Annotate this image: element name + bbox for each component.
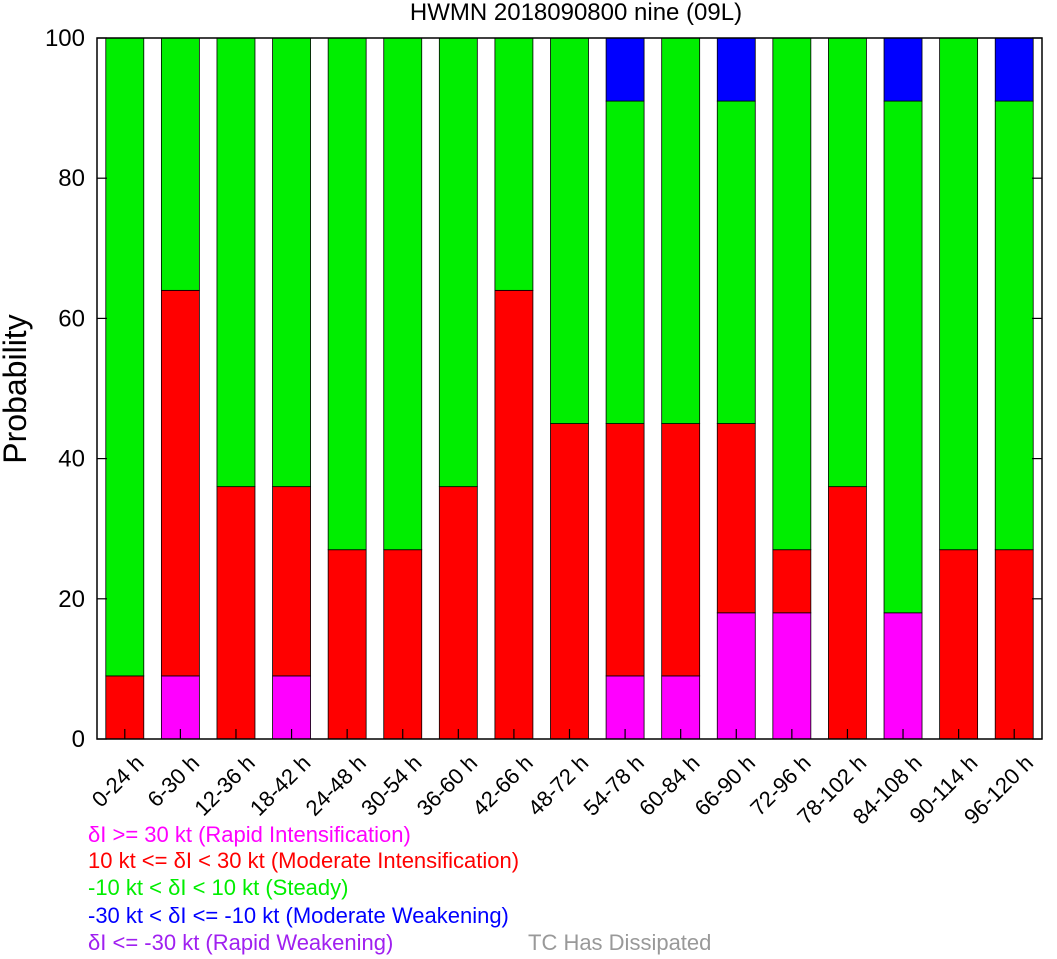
bar-30-54h-moderate-intensification (383, 549, 423, 740)
legend-item-rapid-intensification: δI >= 30 kt (Rapid Intensification) (88, 822, 411, 847)
x-tick-label: 0-24 h (87, 750, 149, 812)
x-tick-label: 12-36 h (189, 750, 259, 820)
bar-18-42h-moderate-intensification (272, 486, 311, 677)
bar-54-78h-steady (605, 100, 645, 424)
x-tick-label: 18-42 h (245, 750, 315, 820)
bar-96-120h-moderate-intensification (994, 549, 1034, 740)
bar-54-78h-rapid-intensification (605, 675, 645, 740)
bar-30-54h-steady (383, 37, 423, 551)
y-tick-label: 80 (58, 165, 85, 192)
bar-6-30h-steady (160, 37, 200, 291)
x-tick-label: 54-78 h (578, 750, 648, 820)
bar-84-108h-steady (883, 100, 923, 614)
bar-66-90h-moderate-weakening (716, 37, 756, 102)
bars-group (105, 37, 1034, 740)
bar-72-96h-steady (772, 37, 812, 551)
legend-item-moderate-intensification: 10 kt <= δI < 30 kt (Moderate Intensific… (88, 848, 520, 873)
bar-96-120h-moderate-weakening (994, 37, 1034, 102)
x-tick-label: 42-66 h (467, 750, 537, 820)
bar-48-72h-moderate-intensification (550, 423, 589, 740)
bar-12-36h-moderate-intensification (216, 486, 256, 740)
legend-item-moderate-weakening: -30 kt < δI <= -10 kt (Moderate Weakenin… (88, 903, 509, 928)
bar-78-102h-moderate-intensification (828, 486, 867, 740)
y-tick-label: 60 (58, 305, 85, 332)
bar-66-90h-steady (716, 100, 756, 424)
chart-title: HWMN 2018090800 nine (09L) (410, 0, 742, 26)
bar-42-66h-moderate-intensification (494, 289, 534, 740)
bar-60-84h-steady (661, 37, 701, 424)
bar-18-42h-steady (272, 37, 311, 488)
legend-item-rapid-weakening: δI <= -30 kt (Rapid Weakening) (88, 930, 394, 955)
bar-0-24h-moderate-intensification (105, 675, 145, 740)
bar-96-120h-steady (994, 100, 1034, 551)
bar-54-78h-moderate-weakening (605, 37, 645, 102)
bar-84-108h-rapid-intensification (883, 612, 923, 740)
x-tick-label: 30-54 h (356, 750, 426, 820)
bar-84-108h-moderate-weakening (883, 37, 923, 102)
y-tick-label: 0 (72, 726, 85, 753)
x-tick-label: 36-60 h (412, 750, 482, 820)
bar-0-24h-steady (105, 37, 145, 677)
bar-24-48h-steady (327, 37, 367, 551)
x-tick-label: 66-90 h (690, 750, 760, 820)
bar-24-48h-moderate-intensification (327, 549, 367, 740)
bar-48-72h-steady (550, 37, 589, 424)
bar-54-78h-moderate-intensification (605, 423, 645, 677)
x-tick-label: 24-48 h (301, 750, 371, 820)
bar-90-114h-moderate-intensification (939, 549, 979, 740)
bar-66-90h-moderate-intensification (716, 423, 756, 614)
legend-item-dissipated: TC Has Dissipated (528, 930, 712, 955)
x-tick-label: 60-84 h (634, 750, 704, 820)
bar-66-90h-rapid-intensification (716, 612, 756, 740)
y-tick-label: 100 (45, 25, 85, 52)
y-tick-label: 20 (58, 586, 85, 613)
bar-72-96h-moderate-intensification (772, 549, 812, 614)
bar-6-30h-rapid-intensification (160, 675, 200, 740)
y-axis: 0 20 40 60 80 100 (45, 25, 1042, 753)
bar-78-102h-steady (828, 37, 867, 488)
y-tick-label: 40 (58, 446, 85, 473)
bar-36-60h-steady (438, 37, 478, 488)
y-axis-label: Probability (0, 314, 33, 463)
bar-72-96h-rapid-intensification (772, 612, 812, 740)
x-tick-label: 48-72 h (523, 750, 593, 820)
bar-6-30h-moderate-intensification (160, 289, 200, 677)
bar-36-60h-moderate-intensification (438, 486, 478, 740)
x-axis: 0-24 h6-30 h12-36 h18-42 h24-48 h30-54 h… (87, 729, 1038, 829)
bar-60-84h-moderate-intensification (661, 423, 701, 677)
bar-90-114h-steady (939, 37, 979, 551)
bar-42-66h-steady (494, 37, 534, 291)
bar-12-36h-steady (216, 37, 256, 488)
legend-item-steady: -10 kt < δI < 10 kt (Steady) (88, 875, 349, 900)
